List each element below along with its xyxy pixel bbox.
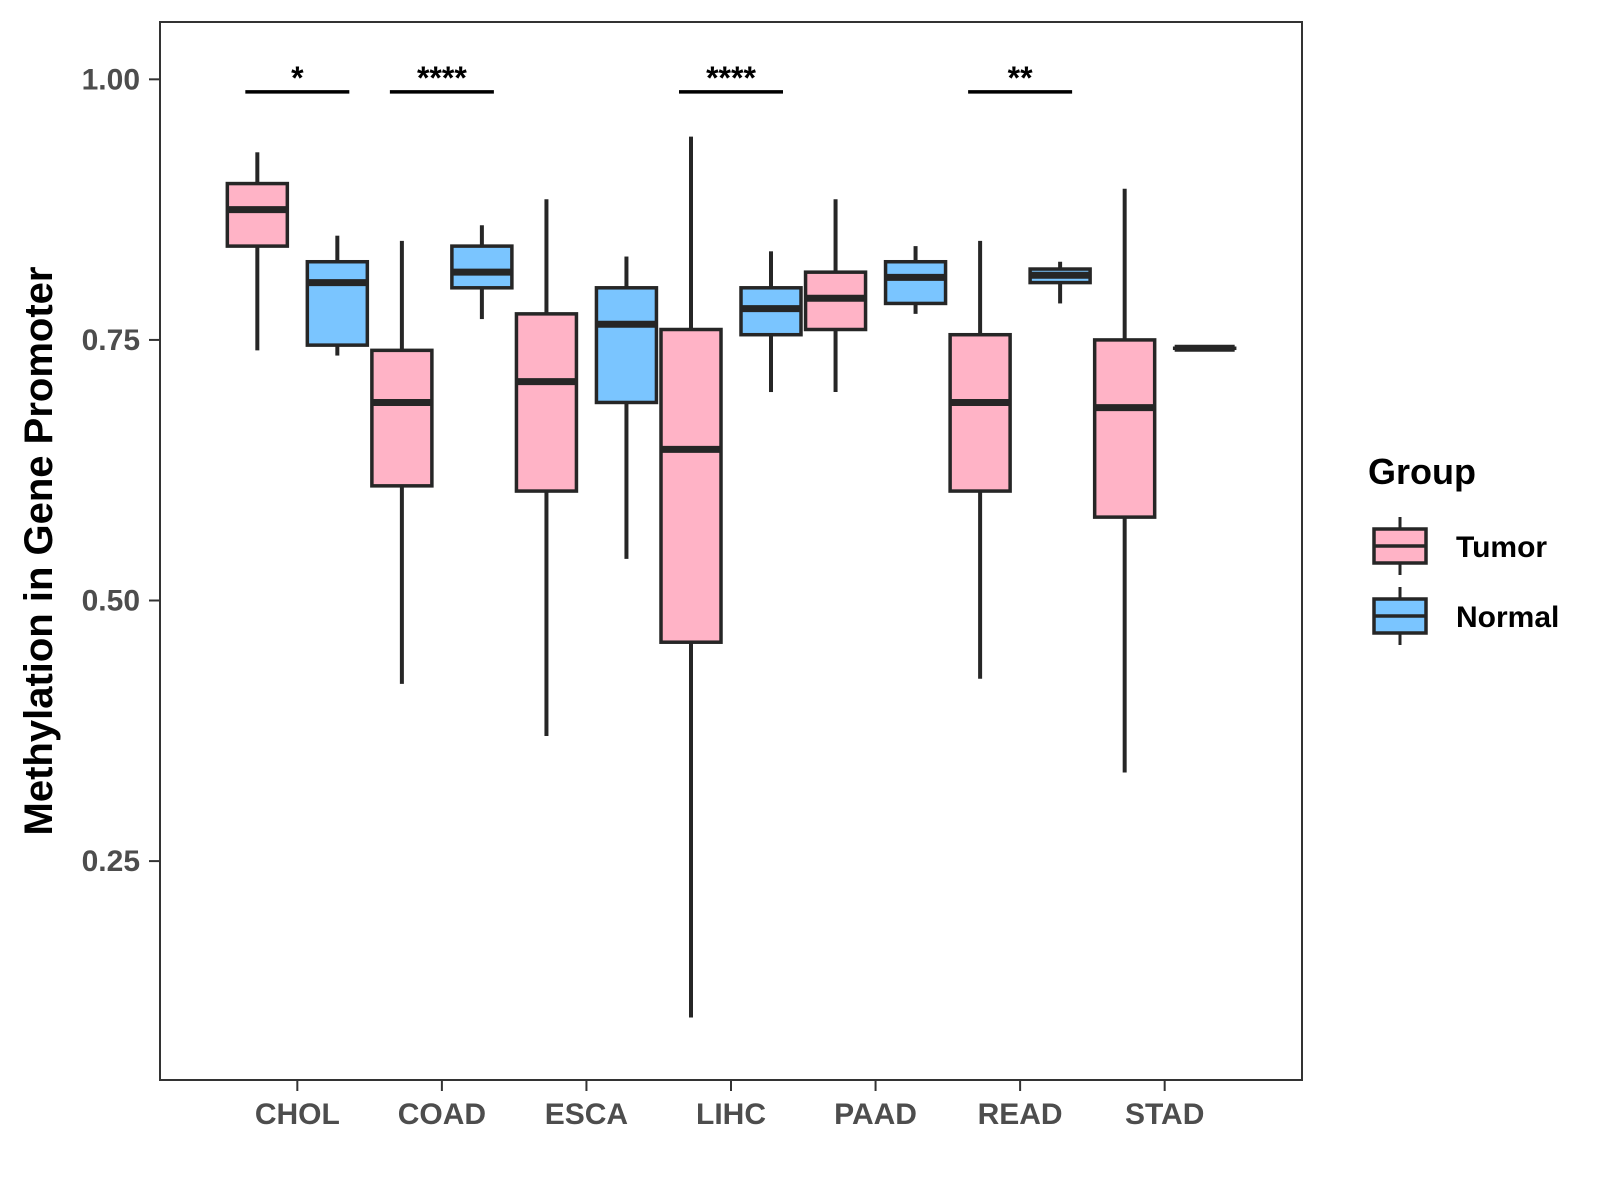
x-tick-label: LIHC <box>696 1098 766 1131</box>
y-axis: 0.25 0.50 0.75 1.00 <box>82 63 160 878</box>
box-tumor-read <box>948 332 1012 493</box>
series-tumor <box>225 136 1157 1018</box>
y-axis-title: Methylation in Gene Promoter <box>17 267 61 836</box>
y-tick-label: 0.25 <box>82 845 140 878</box>
significance-annotations: * **** **** ** <box>245 60 1073 96</box>
chart-marks <box>225 136 1237 1018</box>
box-normal-chol <box>305 259 370 347</box>
x-tick-label: STAD <box>1125 1098 1204 1131</box>
x-axis: CHOL COAD ESCA LIHC PAAD READ STAD <box>255 1080 1204 1131</box>
significance-label: ** <box>1008 60 1033 96</box>
significance-label: **** <box>417 60 467 96</box>
y-tick-label: 0.75 <box>82 324 140 357</box>
significance-label: * <box>291 60 304 96</box>
x-tick-label: COAD <box>398 1098 486 1131</box>
box-tumor-stad <box>1092 338 1157 519</box>
legend-label-tumor: Tumor <box>1456 531 1547 564</box>
series-normal <box>305 225 1237 559</box>
x-tick-label: CHOL <box>255 1098 340 1131</box>
box-tumor-esca <box>514 312 579 493</box>
legend: Group Tumor Normal <box>1368 451 1559 645</box>
legend-title: Group <box>1368 451 1476 492</box>
box-tumor-lihc <box>659 327 723 644</box>
x-tick-label: PAAD <box>834 1098 917 1131</box>
x-tick-label: ESCA <box>545 1098 628 1131</box>
y-tick-label: 0.50 <box>82 585 140 618</box>
legend-label-normal: Normal <box>1456 601 1559 634</box>
box-normal-paad <box>883 259 948 306</box>
box-normal-esca <box>594 286 659 405</box>
plot-panel-border <box>159 21 1303 1081</box>
box-normal-coad <box>450 244 514 290</box>
significance-label: **** <box>706 60 756 96</box>
y-tick-label: 1.00 <box>82 63 140 96</box>
box-tumor-coad <box>370 348 434 488</box>
x-tick-label: READ <box>978 1098 1063 1131</box>
box-tumor-chol <box>225 181 290 248</box>
